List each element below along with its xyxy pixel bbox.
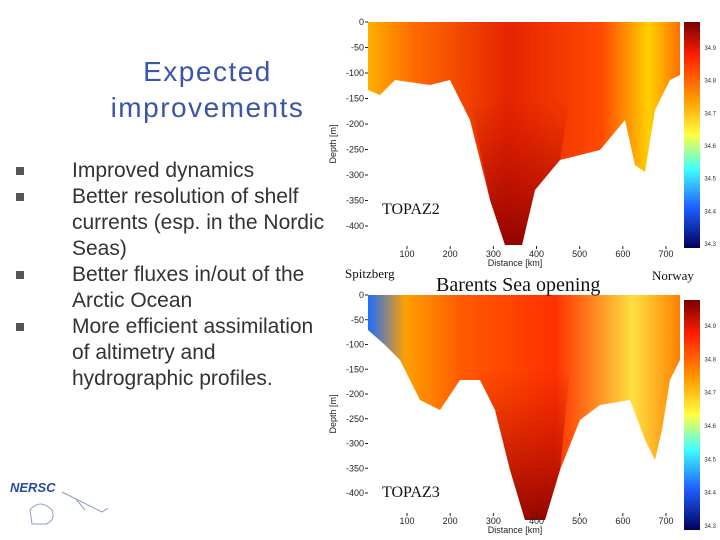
x-tick-label: 700 — [658, 249, 673, 259]
colorbar-label: 34.8 — [704, 357, 716, 363]
bullet: Better resolution of shelf currents (esp… — [16, 184, 334, 262]
y-axis-label: Depth [m] — [328, 124, 338, 163]
section-label: Norway — [652, 268, 694, 283]
y-tick-label: -100 — [346, 68, 364, 78]
y-tick-label: -400 — [346, 488, 364, 498]
x-tick-label: 500 — [572, 516, 587, 526]
y-axis-label: Depth [m] — [328, 394, 338, 433]
x-tick-label: 400 — [529, 249, 544, 259]
section-shade — [470, 98, 570, 245]
logo-art — [29, 491, 109, 525]
y-tick-label: -300 — [346, 439, 364, 449]
colorbar-label: 34.6 — [704, 144, 716, 150]
x-tick-label: 100 — [399, 249, 414, 259]
y-tick-label: -200 — [346, 389, 364, 399]
colorbar-label: 34.5 — [704, 457, 716, 463]
colorbar-label: 34.9 — [704, 324, 716, 330]
x-tick-label: 500 — [572, 249, 587, 259]
x-tick-label: 200 — [443, 249, 458, 259]
y-tick-label: -100 — [346, 340, 364, 350]
colorbar-label: 34.8 — [704, 79, 716, 85]
colorbar-label: 34.7 — [704, 391, 716, 397]
colorbar-label: 34.3 — [704, 524, 716, 530]
y-tick-label: -350 — [346, 463, 364, 473]
y-tick-label: -50 — [351, 315, 364, 325]
y-tick-label: 0 — [359, 290, 364, 300]
colorbar-label: 34.7 — [704, 111, 716, 117]
section-shade — [470, 369, 570, 520]
bullet: More efficient assimilation of altimetry… — [16, 314, 334, 392]
x-tick-label: 100 — [399, 516, 414, 526]
y-tick-label: -150 — [346, 364, 364, 374]
y-tick-label: -350 — [346, 196, 364, 206]
x-tick-label: 700 — [658, 516, 673, 526]
bullet: Better fluxes in/out of the Arctic Ocean — [16, 262, 334, 314]
bullet-list: Improved dynamics Better resolution of s… — [16, 158, 338, 392]
y-tick-label: -150 — [346, 94, 364, 104]
x-tick-label: 600 — [615, 249, 630, 259]
y-tick-label: -200 — [346, 119, 364, 129]
logo: NERSC — [10, 480, 56, 495]
y-tick-label: -250 — [346, 414, 364, 424]
y-tick-label: -300 — [346, 170, 364, 180]
colorbar — [684, 22, 700, 248]
y-tick-label: -400 — [346, 221, 364, 231]
section-label: Spitzberg — [345, 266, 395, 281]
slide-title: Expected improvements — [110, 56, 305, 123]
x-tick-label: 400 — [529, 516, 544, 526]
colorbar-label: 34.3 — [704, 242, 716, 248]
x-axis-label: Distance [km] — [488, 525, 543, 535]
bullet: Improved dynamics — [16, 158, 334, 184]
x-tick-label: 200 — [443, 516, 458, 526]
plot-label: TOPAZ2 — [382, 201, 440, 218]
x-tick-label: 600 — [615, 516, 630, 526]
colorbar-label: 34.9 — [704, 46, 716, 52]
colorbar — [684, 300, 700, 530]
colorbar-label: 34.4 — [704, 209, 716, 215]
y-tick-label: 0 — [359, 17, 364, 27]
x-tick-label: 300 — [486, 516, 501, 526]
colorbar-label: 34.5 — [704, 177, 716, 183]
colorbar-label: 34.4 — [704, 491, 716, 497]
x-tick-label: 300 — [486, 249, 501, 259]
section-label: Barents Sea opening — [436, 274, 600, 296]
plot-label: TOPAZ3 — [382, 484, 440, 501]
x-axis-label: Distance [km] — [488, 258, 543, 268]
y-tick-label: -250 — [346, 145, 364, 155]
colorbar-label: 34.6 — [704, 424, 716, 430]
y-tick-label: -50 — [351, 43, 364, 53]
